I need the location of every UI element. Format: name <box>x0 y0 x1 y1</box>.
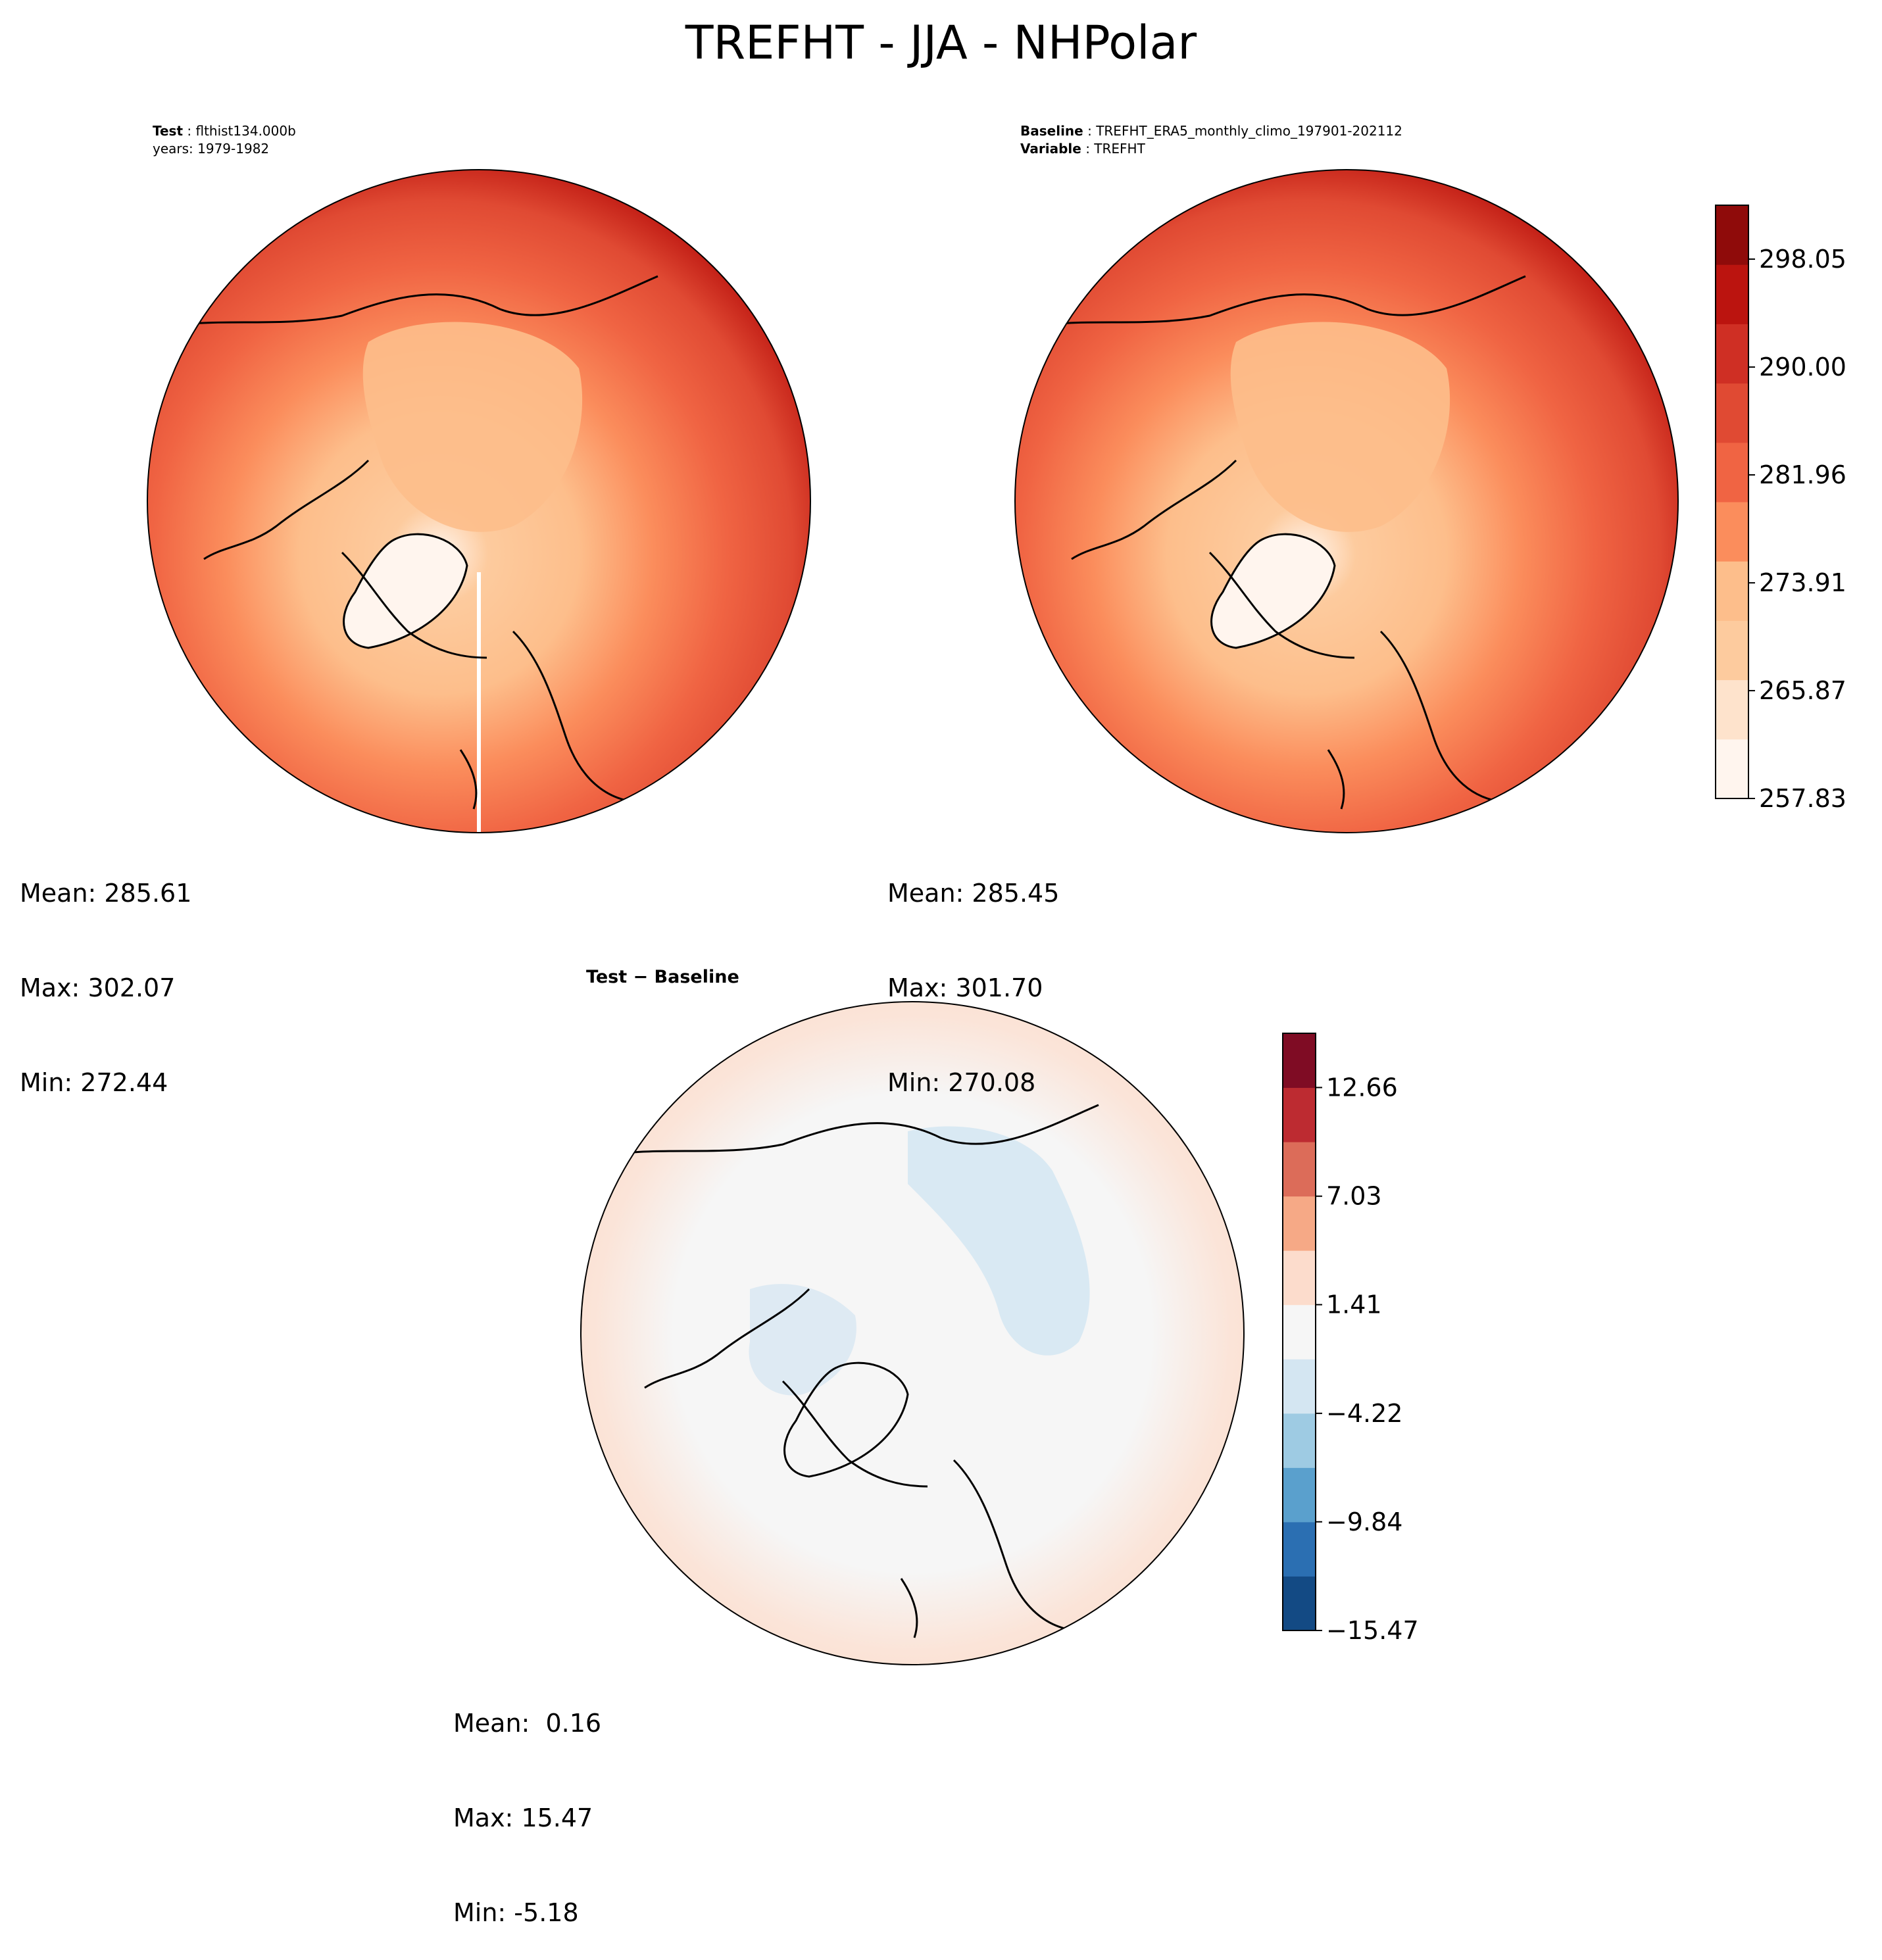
diff-colorbar-tick-label: −4.22 <box>1326 1399 1402 1428</box>
figure-title: TREFHT - JJA - NHPolar <box>685 16 1197 70</box>
test-coastline-canada <box>203 459 487 659</box>
diff-map-field <box>581 1002 1244 1665</box>
diff-coastline-europe <box>900 1459 1086 1638</box>
test-colorbar-segment <box>1716 739 1748 799</box>
test-colorbar-border <box>1715 205 1749 799</box>
baseline-map-border <box>1014 169 1679 833</box>
test-map-border <box>147 169 811 833</box>
test-stat-min: Min: 272.44 <box>20 1068 168 1097</box>
diff-colorbar-segment <box>1283 1142 1316 1197</box>
test-label-key: Test <box>153 123 184 139</box>
test-colorbar-segment <box>1716 679 1748 740</box>
test-colorbar-segment <box>1716 442 1748 502</box>
baseline-label-value: TREFHT_ERA5_monthly_climo_197901-202112 <box>1096 123 1402 139</box>
figure-graphics: 298.05 290.00 281.96 273.91 265.87 257.83 12.… <box>147 169 1846 1665</box>
test-colorbar-tick-label: 290.00 <box>1759 353 1846 381</box>
diff-colorbar-segment <box>1283 1521 1316 1577</box>
test-coastline-north <box>157 275 658 330</box>
diff-coastline-north <box>598 1104 1099 1159</box>
test-colorbar-segment <box>1716 264 1748 324</box>
diff-coastline-greenland <box>783 1361 909 1478</box>
test-stat-mean: Mean: 285.61 <box>20 879 192 908</box>
test-colorbar-segment <box>1716 324 1748 384</box>
diff-colorbar-segment <box>1283 1304 1316 1360</box>
test-colorbar-tick-label: 265.87 <box>1759 676 1846 705</box>
baseline-coastline-canada <box>1071 459 1355 659</box>
test-years: years: 1979-1982 <box>153 141 270 157</box>
diff-colorbar-segment <box>1283 1413 1316 1468</box>
diff-colorbar-segment <box>1283 1576 1316 1631</box>
baseline-stat-mean: Mean: 285.45 <box>887 879 1060 908</box>
test-baseline-colorbar: 298.05 290.00 281.96 273.91 265.87 257.83 <box>1715 205 1846 813</box>
diff-cool-region <box>908 1126 1090 1356</box>
diff-colorbar-tick-label: 12.66 <box>1326 1073 1398 1102</box>
test-colorbar-tick-label: 281.96 <box>1759 460 1846 489</box>
baseline-greenland <box>1211 534 1335 648</box>
diff-stat-max: Max: 15.47 <box>453 1803 593 1832</box>
test-colorbar-segment <box>1716 561 1748 621</box>
baseline-coastline-north <box>1025 275 1526 330</box>
diff-map-border <box>580 1001 1245 1665</box>
variable-label-value: TREFHT <box>1094 141 1145 157</box>
diff-colorbar-tick-label: 1.41 <box>1326 1290 1382 1319</box>
test-colorbar-segment <box>1716 383 1748 443</box>
diff-colorbar-tick-label: −9.84 <box>1326 1507 1402 1536</box>
test-colorbar-segment <box>1716 502 1748 562</box>
diff-colorbar-segment <box>1283 1250 1316 1306</box>
diff-coastline-canada <box>644 1288 928 1488</box>
diff-map <box>580 1001 1245 1665</box>
test-colorbar-segment <box>1716 620 1748 681</box>
baseline-map <box>1014 169 1679 833</box>
baseline-arctic-region <box>1230 322 1450 532</box>
baseline-stat-min: Min: 270.08 <box>887 1068 1036 1097</box>
baseline-stat-max: Max: 301.70 <box>887 973 1043 1002</box>
diff-stats: Mean: 0.16 Max: 15.47 Min: -5.18 <box>453 1644 601 1960</box>
diff-colorbar: 12.66 7.03 1.41 −4.22 −9.84 −15.47 <box>1282 1033 1419 1645</box>
variable-label-key: Variable <box>1020 141 1081 157</box>
test-stats: Mean: 285.61 Max: 302.07 Min: 272.44 <box>20 814 191 1130</box>
diff-stat-min: Min: -5.18 <box>453 1898 579 1927</box>
baseline-label-key: Baseline <box>1020 123 1083 139</box>
baseline-coastline-greenland <box>1210 533 1336 649</box>
test-colorbar-segment <box>1716 205 1748 265</box>
test-coastline-europe <box>459 630 645 810</box>
baseline-stats: Mean: 285.45 Max: 301.70 Min: 270.08 <box>887 814 1059 1130</box>
baseline-header: Baseline : TREFHT_ERA5_monthly_climo_197… <box>1020 123 1402 157</box>
test-colorbar-tick-label: 298.05 <box>1759 245 1846 274</box>
test-label-value: flthist134.000b <box>195 123 296 139</box>
diff-title: Test − Baseline <box>586 967 739 987</box>
diff-colorbar-tick-label: −15.47 <box>1326 1616 1419 1645</box>
diff-colorbar-segment <box>1283 1467 1316 1523</box>
diff-greenland-cool <box>749 1284 856 1396</box>
diff-colorbar-segment <box>1283 1196 1316 1251</box>
test-greenland <box>343 534 467 648</box>
test-header: Test : flthist134.000b years: 1979-1982 <box>153 123 296 157</box>
test-arctic-region <box>362 322 583 532</box>
diff-colorbar-tick-label: 7.03 <box>1326 1182 1382 1211</box>
test-colorbar-tick-label: 257.83 <box>1759 784 1846 813</box>
baseline-coastline-europe <box>1327 630 1513 810</box>
diff-stat-mean: Mean: 0.16 <box>453 1709 602 1738</box>
test-colorbar-tick-label: 273.91 <box>1759 568 1846 597</box>
diff-colorbar-border <box>1282 1033 1316 1631</box>
diff-colorbar-segment <box>1283 1087 1316 1142</box>
test-stat-max: Max: 302.07 <box>20 973 176 1002</box>
test-map <box>147 169 811 833</box>
diff-colorbar-segment <box>1283 1033 1316 1089</box>
test-coastline-greenland <box>343 533 468 649</box>
diff-colorbar-segment <box>1283 1359 1316 1414</box>
